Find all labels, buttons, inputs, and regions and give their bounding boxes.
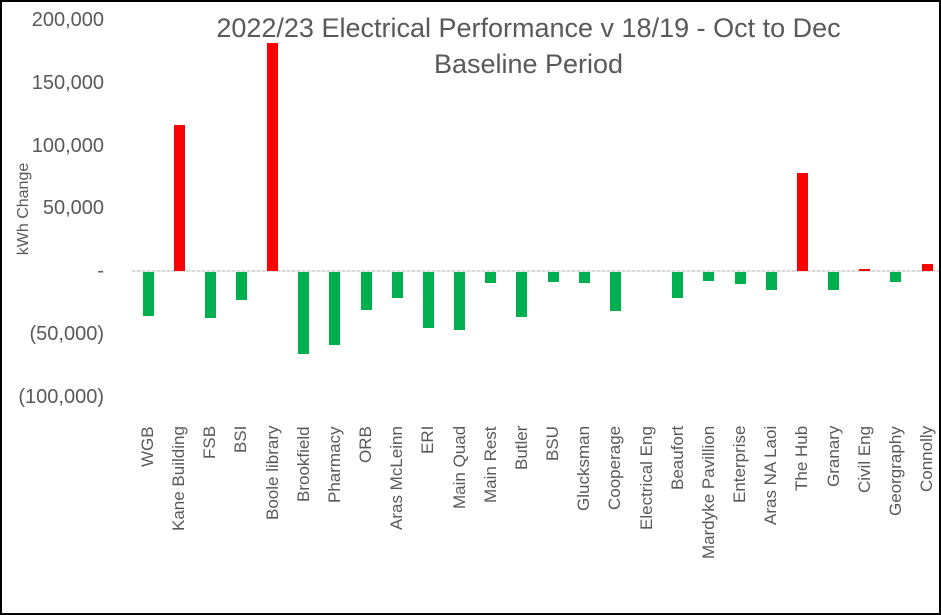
- bar-connolly: [922, 264, 933, 271]
- x-category-label-glucksman: Glucksman: [574, 426, 593, 512]
- chart-title-line-1: 2022/23 Electrical Performance v 18/19 -…: [216, 13, 841, 43]
- bar-main-rest: [485, 272, 496, 283]
- x-category-label-wgb: WGB: [138, 426, 157, 467]
- x-category-label-boole-library: Boole library: [263, 426, 282, 521]
- x-category-label-beaufort: Beaufort: [668, 426, 687, 491]
- bar-glucksman: [579, 272, 590, 283]
- bar-eri: [423, 272, 434, 328]
- bar-fsb: [205, 272, 216, 318]
- bar-bsu: [548, 272, 559, 282]
- bar-mardyke-pavillion: [703, 272, 714, 281]
- x-category-label-mardyke-pavillion: Mardyke Pavillion: [699, 426, 718, 560]
- x-category-label-connolly: Connolly: [917, 426, 936, 493]
- x-category-label-orb: ORB: [356, 426, 375, 463]
- x-category-label-aras-mcleinn: Aras McLeinn: [387, 426, 406, 530]
- bar-boole-library: [267, 43, 278, 271]
- zero-axis-line: [132, 270, 939, 272]
- y-tick-label-50-000: 50,000: [42, 197, 104, 219]
- bar-kane-building: [174, 125, 185, 271]
- x-category-label-main-quad: Main Quad: [450, 426, 469, 510]
- chart-title: 2022/23 Electrical Performance v 18/19 -…: [122, 10, 935, 82]
- bar-butler: [516, 272, 527, 317]
- bar-beaufort: [672, 272, 683, 298]
- x-category-label-enterprise: Enterprise: [730, 426, 749, 504]
- bar-bsi: [236, 272, 247, 300]
- x-category-label-bsi: BSI: [231, 426, 250, 454]
- bar-brookfield: [298, 272, 309, 354]
- y-tick-label-100-000: 100,000: [31, 135, 104, 157]
- x-category-label-pharmacy: Pharmacy: [325, 426, 344, 503]
- bar-pharmacy: [329, 272, 340, 345]
- bar-orb: [361, 272, 372, 310]
- x-category-label-brookfield: Brookfield: [294, 426, 313, 502]
- bar-wgb: [143, 272, 154, 316]
- y-tick-label-: -: [97, 260, 104, 282]
- bar-enterprise: [735, 272, 746, 284]
- x-category-label-butler: Butler: [512, 426, 531, 471]
- x-category-label-fsb: FSB: [200, 426, 219, 460]
- x-category-label-bsu: BSU: [543, 426, 562, 461]
- bar-granary: [828, 272, 839, 290]
- x-category-label-granary: Granary: [824, 426, 843, 488]
- x-category-label-main-rest: Main Rest: [481, 426, 500, 503]
- x-category-label-electrical-eng: Electrical Eng: [637, 426, 656, 530]
- bar-main-quad: [454, 272, 465, 330]
- x-category-label-cooperage: Cooperage: [605, 426, 624, 511]
- bar-georgraphy: [890, 272, 901, 282]
- y-tick-label-100-000: (100,000): [18, 386, 104, 408]
- x-category-label-the-hub: The Hub: [792, 426, 811, 492]
- x-category-label-eri: ERI: [418, 426, 437, 455]
- x-category-label-civil-eng: Civil Eng: [855, 426, 874, 494]
- y-tick-label-200-000: 200,000: [31, 9, 104, 31]
- bar-the-hub: [797, 173, 808, 271]
- x-category-label-georgraphy: Georgraphy: [886, 426, 905, 516]
- bar-aras-mcleinn: [392, 272, 403, 298]
- bar-cooperage: [610, 272, 621, 311]
- bar-civil-eng: [859, 269, 870, 271]
- y-tick-label-50-000: (50,000): [29, 323, 105, 345]
- bar-aras-na-laoi: [766, 272, 777, 290]
- chart-title-line-2: Baseline Period: [433, 49, 624, 79]
- x-category-label-kane-building: Kane Building: [169, 426, 188, 531]
- x-category-label-aras-na-laoi: Aras NA Laoi: [761, 426, 780, 526]
- y-tick-label-150-000: 150,000: [31, 72, 104, 94]
